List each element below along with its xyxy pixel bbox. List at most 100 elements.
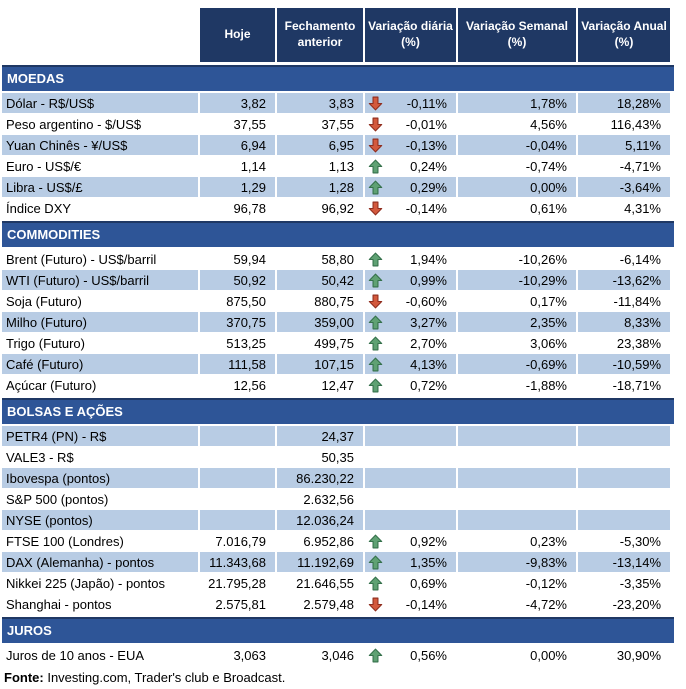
cell-hoje (200, 447, 275, 467)
variacao-diaria-value: 0,24% (410, 158, 447, 174)
table-row-vale3-r: VALE3 - R$ 50,35 (2, 447, 674, 467)
cell-hoje: 513,25 (226, 335, 266, 351)
variacao-diaria-value: 2,70% (410, 335, 447, 351)
cell-variacao-anual: -23,20% (612, 596, 661, 612)
row-label: Café (Futuro) (2, 354, 198, 374)
cell-variacao-anual: -13,14% (578, 552, 670, 572)
cell-variacao-anual: -3,35% (619, 575, 661, 591)
column-header-variacao-anual: Variação Anual (%) (578, 8, 670, 62)
cell-variacao-semanal: -0,69% (458, 354, 576, 374)
cell-fechamento-anterior: 2.579,48 (303, 596, 354, 612)
table-row-wti-futuro-us-barril: WTI (Futuro) - US$/barril 50,92 50,42 0,99%… (2, 270, 674, 290)
cell-hoje: 3,82 (200, 93, 275, 113)
cell-variacao-semanal: 0,23% (530, 533, 567, 549)
table-header-row: Hoje Fechamento anterior Variação diária (… (2, 8, 674, 62)
cell-variacao-anual: -3,64% (578, 177, 670, 197)
cell-hoje: 2.575,81 (215, 596, 266, 612)
table-row-peso-argentino-us: Peso argentino - $/US$ 37,55 37,55 -0,01% 4,… (2, 114, 674, 134)
cell-variacao-anual: 4,31% (624, 200, 661, 216)
cell-hoje: 59,94 (233, 251, 266, 267)
row-label: Libra - US$/£ (2, 177, 198, 197)
cell-variacao-anual: 116,43% (610, 116, 661, 132)
cell-variacao-anual: 5,11% (578, 135, 670, 155)
cell-variacao-semanal: -4,72% (525, 596, 567, 612)
row-label: Juros de 10 anos - EUA (6, 647, 145, 663)
cell-variacao-semanal: 0,00% (530, 647, 567, 663)
table-row-petr4-pn-r: PETR4 (PN) - R$ 24,37 (2, 426, 674, 446)
cell-hoje (200, 426, 275, 446)
row-label: FTSE 100 (Londres) (6, 533, 124, 549)
variacao-diaria-value: 0,69% (410, 575, 447, 591)
cell-variacao-anual (578, 447, 670, 467)
cell-variacao-diaria (365, 426, 456, 446)
cell-variacao-diaria: -0,14% (365, 594, 456, 614)
up-arrow-icon (368, 648, 383, 662)
cell-variacao-diaria: 0,72% (365, 375, 456, 395)
cell-fechamento-anterior: 359,00 (277, 312, 363, 332)
variacao-diaria-value: 1,94% (410, 251, 447, 267)
cell-variacao-semanal: -0,74% (525, 158, 567, 174)
table-row-ibovespa-pontos: Ibovespa (pontos) 86.230,22 (2, 468, 674, 488)
table-row-libra-us: Libra - US$/£ 1,29 1,28 0,29% 0,00% -3,64% (2, 177, 674, 197)
cell-fechamento-anterior: 3,83 (277, 93, 363, 113)
cell-variacao-semanal: 0,17% (530, 293, 567, 309)
cell-variacao-semanal: 0,00% (458, 177, 576, 197)
cell-variacao-anual (578, 468, 670, 488)
cell-variacao-anual (578, 426, 670, 446)
cell-hoje: 111,58 (200, 354, 275, 374)
cell-variacao-anual: -18,71% (612, 377, 661, 393)
cell-variacao-semanal: 0,61% (530, 200, 567, 216)
row-label: DAX (Alemanha) - pontos (2, 552, 198, 572)
cell-variacao-anual: -6,14% (619, 251, 661, 267)
variacao-diaria-value: 4,13% (410, 356, 447, 372)
source-text: Investing.com, Trader's club e Broadcast… (43, 670, 286, 685)
cell-fechamento-anterior: 12.036,24 (277, 510, 363, 530)
cell-hoje: 11.343,68 (200, 552, 275, 572)
cell-fechamento-anterior: 24,37 (277, 426, 363, 446)
cell-variacao-diaria: 1,35% (365, 552, 456, 572)
cell-variacao-diaria: 0,69% (365, 573, 456, 593)
cell-hoje (200, 468, 275, 488)
table-row-dolar-r-us: Dólar - R$/US$ 3,82 3,83 -0,11% 1,78% 18,28% (2, 93, 674, 113)
cell-variacao-anual (578, 510, 670, 530)
variacao-diaria-value: 0,72% (410, 377, 447, 393)
variacao-diaria-value: -0,13% (405, 137, 447, 153)
cell-variacao-semanal: 2,35% (458, 312, 576, 332)
variacao-diaria-value: -0,11% (406, 95, 447, 111)
cell-variacao-semanal: -0,04% (458, 135, 576, 155)
cell-variacao-diaria: -0,01% (365, 114, 456, 134)
cell-fechamento-anterior: 499,75 (314, 335, 354, 351)
cell-hoje: 370,75 (200, 312, 275, 332)
cell-variacao-diaria (365, 468, 456, 488)
cell-fechamento-anterior: 86.230,22 (277, 468, 363, 488)
table-row-ftse-100-londres: FTSE 100 (Londres) 7.016,79 6.952,86 0,92% 0… (2, 531, 674, 551)
variacao-diaria-value: 0,56% (410, 647, 447, 663)
up-arrow-icon (368, 378, 383, 392)
table-row-dax-alemanha-pontos: DAX (Alemanha) - pontos 11.343,68 11.192,6… (2, 552, 674, 572)
cell-variacao-diaria: 0,99% (365, 270, 456, 290)
cell-hoje: 6,94 (200, 135, 275, 155)
cell-variacao-semanal: 3,06% (530, 335, 567, 351)
source-label: Fonte: (4, 670, 44, 685)
table-row-nikkei-225-japao-pontos: Nikkei 225 (Japão) - pontos 21.795,28 21.6… (2, 573, 674, 593)
table-row-juros-de-10-anos-eua: Juros de 10 anos - EUA 3,063 3,046 0,56% 0,0… (2, 645, 674, 665)
cell-variacao-anual: 8,33% (578, 312, 670, 332)
cell-fechamento-anterior: 37,55 (321, 116, 354, 132)
row-label: Yuan Chinês - ¥/US$ (2, 135, 198, 155)
down-arrow-icon (368, 96, 383, 110)
source-note: Fonte: Investing.com, Trader's club e Br… (2, 670, 674, 685)
cell-variacao-semanal: -0,12% (525, 575, 567, 591)
cell-variacao-diaria: 0,92% (365, 531, 456, 551)
table-row-indice-dxy: Índice DXY 96,78 96,92 -0,14% 0,61% 4,31% (2, 198, 674, 218)
up-arrow-icon (368, 576, 383, 590)
row-label: Açúcar (Futuro) (6, 377, 97, 393)
up-arrow-icon (368, 555, 383, 569)
cell-variacao-anual: -13,62% (578, 270, 670, 290)
row-label: Peso argentino - $/US$ (6, 116, 142, 132)
up-arrow-icon (368, 336, 383, 350)
cell-fechamento-anterior: 880,75 (314, 293, 354, 309)
down-arrow-icon (368, 117, 383, 131)
column-header-hoje: Hoje (200, 8, 275, 62)
cell-variacao-semanal: -1,88% (525, 377, 567, 393)
cell-fechamento-anterior: 3,046 (321, 647, 354, 663)
